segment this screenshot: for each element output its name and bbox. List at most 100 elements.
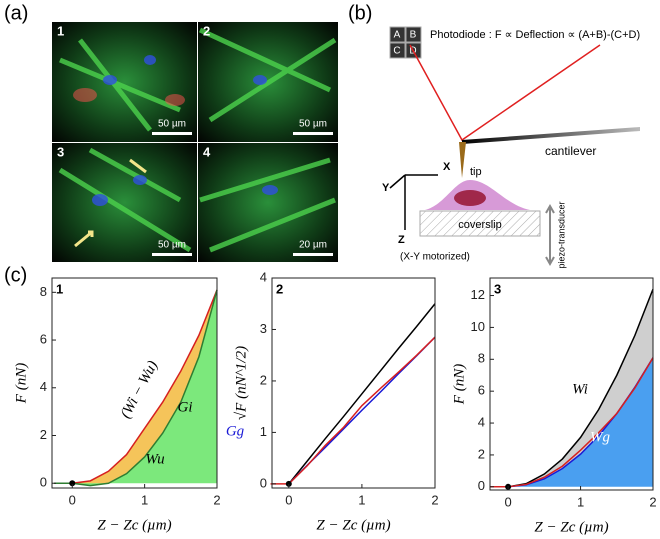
origin-dot [69,480,76,487]
y-tick-label: 10 [471,319,485,334]
schematic: A B C D Photodiode : F ∝ Deflection ∝ (A… [382,26,640,269]
y-tick-label: 2 [260,372,267,387]
y-tick-label: 8 [40,284,47,299]
cantilever [462,127,640,144]
annotation: Gi [178,399,193,415]
chart: 0 1 2 3 4 0 1 2 2 Z − Zc (µm) √F (nN^1/2) Gi Gg [178,269,439,533]
scale-bar-label: 50 µm [158,240,186,251]
annotation: Wg [590,429,610,445]
y-axis-label: F (nN) [13,363,29,404]
panel-number: 1 [56,281,63,296]
scale-bar [293,253,333,256]
laser [409,44,601,142]
quadrant [405,26,422,43]
actin [73,88,185,106]
y-axis-label: √F (nN^1/2) [233,346,249,420]
x-tick-label: 1 [358,492,365,507]
panel-number: 3 [494,281,501,296]
quadrant [389,42,406,59]
cantilever-label: cantilever [545,144,596,158]
area [490,289,653,487]
y-tick-label: 3 [260,321,267,336]
y-tick-label: 2 [40,427,47,442]
nuclei [92,55,278,206]
nucleus [454,190,486,206]
x-axis-label: Z − Zc (µm) [534,519,608,535]
scale-bar-label: 20 µm [299,240,327,251]
x-tick-label: 2 [213,492,220,507]
tile-number: 2 [203,23,210,38]
series-line [288,303,436,485]
arrow [74,230,94,248]
x-axis-label: Z − Zc (µm) [316,517,390,533]
quadrant [389,26,406,43]
frame [489,277,654,491]
annotation: Wi [572,381,588,397]
tile-number: 4 [203,144,211,159]
quadrant-label: B [410,30,417,41]
x-axis-label: Z − Zc (µm) [97,517,171,533]
arrow [129,158,147,174]
series-line [54,289,218,484]
axis-label: X [443,161,451,173]
axes-arrows [389,174,438,230]
scale-bar [152,253,192,256]
area [54,289,217,486]
series-line [54,289,218,487]
area [54,289,217,486]
tile-number: 3 [57,144,64,159]
panel-label: (a) [4,2,28,24]
quadrant-label: A [394,30,401,41]
x-tick-label: 2 [649,494,656,509]
image-tile [52,22,197,142]
tip-label: tip [470,166,482,178]
y-tick-label: 0 [260,475,267,490]
y-tick-label: 4 [260,269,267,284]
series-line [270,336,436,485]
microscopy: 1 50 µm 2 50 µm 3 50 µm 4 20 µm [52,22,338,262]
y-tick-label: 4 [40,379,47,394]
origin-dot [285,480,292,487]
panel-label: (c) [4,264,27,286]
scale-bar [293,132,333,135]
frame [51,277,218,489]
y-tick-label: 6 [40,331,47,346]
y-tick-label: 6 [478,383,485,398]
y-axis-label: F (nN) [451,364,467,405]
scale-bar [152,132,192,135]
piezo-arrow [545,203,555,267]
stage-label: (X-Y motorized) [400,252,470,263]
scale-bar-label: 50 µm [158,119,186,130]
y-tick-label: 1 [260,424,267,439]
fibers [58,27,337,253]
axis-label: Z [398,234,405,246]
coverslip-label: coverslip [458,219,501,231]
annotation: Gg [226,423,245,439]
y-tick-label: 4 [478,414,485,429]
x-tick-label: 0 [285,492,292,507]
photodiode-label: Photodiode : F ∝ Deflection ∝ (A+B)-(C+D… [430,29,640,41]
y-tick-label: 12 [471,287,485,302]
x-tick-label: 1 [577,494,584,509]
y-tick-label: 8 [478,351,485,366]
x-tick-label: 2 [431,492,438,507]
annotation: Wu [145,451,164,467]
y-tick-label: 0 [40,475,47,490]
frame [271,277,436,489]
x-tick-label: 1 [141,492,148,507]
tip [459,142,466,178]
tile-number: 1 [57,23,64,38]
scale-bar-label: 50 µm [299,119,327,130]
y-tick-label: 0 [478,478,485,493]
plot-area [272,278,435,488]
panel-number: 2 [276,281,283,296]
piezo-label: piezo-transducer [556,201,566,268]
panel-label: (b) [348,2,372,24]
quadrant-label: C [393,46,400,57]
area [490,357,653,487]
x-tick-label: 0 [69,492,76,507]
x-tick-label: 0 [504,494,511,509]
